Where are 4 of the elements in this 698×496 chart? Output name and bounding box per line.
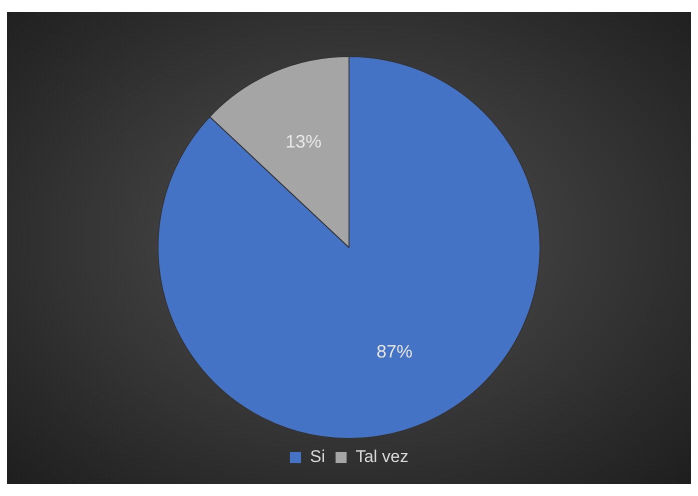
data-label: 87%	[376, 342, 413, 362]
data-label: 13%	[285, 131, 322, 152]
legend-label: Si	[310, 447, 326, 466]
legend-label: Tal vez	[356, 447, 409, 466]
